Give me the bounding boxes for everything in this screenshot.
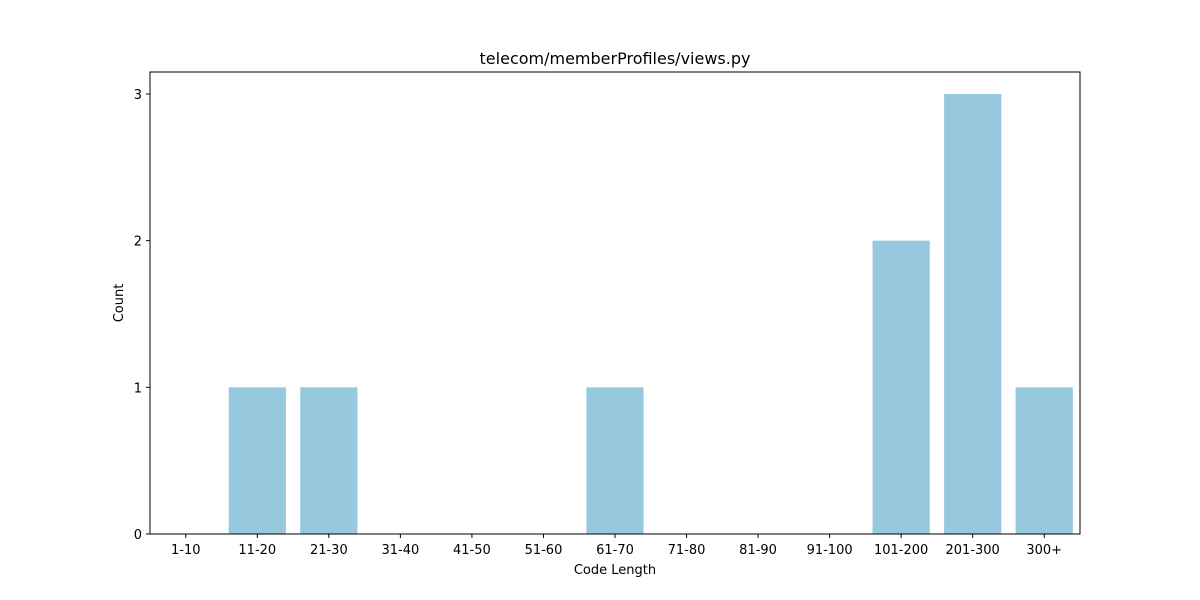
chart-title: telecom/memberProfiles/views.py — [480, 49, 751, 68]
y-tick-label: 3 — [134, 88, 142, 103]
bar-21-30 — [300, 387, 358, 534]
x-tick-label: 11-20 — [238, 543, 276, 558]
x-tick-label: 101-200 — [874, 543, 928, 558]
y-tick-label: 0 — [134, 528, 142, 543]
bar-201-300 — [944, 94, 1002, 534]
x-tick-label: 201-300 — [946, 543, 1000, 558]
x-tick-label: 51-60 — [525, 543, 563, 558]
x-tick-label: 91-100 — [807, 543, 853, 558]
x-tick-label: 61-70 — [596, 543, 634, 558]
x-tick-label: 300+ — [1026, 543, 1062, 558]
y-tick-label: 1 — [134, 381, 142, 396]
x-axis-label: Code Length — [574, 563, 656, 578]
y-axis-label: Count — [112, 284, 127, 323]
x-tick-label: 21-30 — [310, 543, 348, 558]
x-tick-label: 31-40 — [381, 543, 419, 558]
x-tick-label: 71-80 — [668, 543, 706, 558]
bar-11-20 — [228, 387, 286, 534]
bar-101-200 — [872, 240, 930, 534]
bars-layer — [228, 94, 1073, 534]
bar-300+ — [1015, 387, 1073, 534]
bar-61-70 — [586, 387, 644, 534]
x-tick-label: 81-90 — [739, 543, 777, 558]
y-axis: 0 1 2 3 — [134, 88, 150, 543]
x-axis: 1-10 11-20 21-30 31-40 41-50 51-60 61-70 71-80 8… — [171, 534, 1062, 558]
x-tick-label: 1-10 — [171, 543, 201, 558]
x-tick-label: 41-50 — [453, 543, 491, 558]
y-tick-label: 2 — [134, 235, 142, 250]
